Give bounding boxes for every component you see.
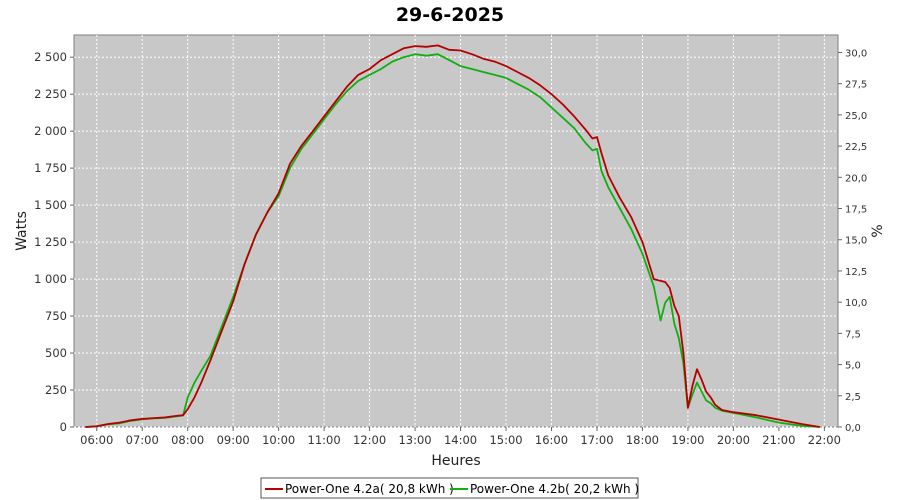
y-tick-label: 1 500: [34, 198, 67, 212]
x-tick-label: 20:00: [717, 433, 750, 447]
y2-tick-label: 22,5: [845, 142, 867, 153]
y-tick-label: 250: [45, 383, 67, 397]
y2-tick-label: 5,0: [845, 361, 861, 372]
x-tick-label: 09:00: [217, 433, 250, 447]
x-tick-label: 14:00: [444, 433, 477, 447]
y2-tick-label: 2,5: [845, 392, 861, 403]
x-tick-label: 21:00: [762, 433, 795, 447]
y2-tick-label: 10,0: [845, 298, 867, 309]
y-tick-label: 2 500: [34, 50, 67, 64]
y-tick-label: 1 000: [34, 272, 67, 286]
x-tick-label: 19:00: [671, 433, 704, 447]
y2-tick-label: 15,0: [845, 236, 867, 247]
y-tick-label: 0: [60, 420, 67, 434]
y2-tick-label: 12,5: [845, 267, 867, 278]
y-tick-label: 750: [45, 309, 67, 323]
y-tick-label: 1 250: [34, 235, 67, 249]
grid-lines: [74, 35, 838, 428]
y-tick-label: 1 750: [34, 161, 67, 175]
y-axis-label: Watts: [14, 211, 30, 251]
x-tick-label: 16:00: [535, 433, 568, 447]
x-tick-label: 06:00: [80, 433, 113, 447]
x-tick-label: 15:00: [489, 433, 522, 447]
legend-label-series-a: Power-One 4.2a( 20,8 kWh ): [285, 482, 454, 496]
x-tick-label: 18:00: [626, 433, 659, 447]
x-tick-label: 08:00: [171, 433, 204, 447]
y2-tick-label: 25,0: [845, 111, 867, 122]
y2-tick-label: 17,5: [845, 205, 867, 216]
y2-tick-label: 7,5: [845, 329, 861, 340]
x-tick-label: 22:00: [808, 433, 841, 447]
chart-title: 29-6-2025: [396, 4, 504, 26]
x-axis-label: Heures: [431, 453, 480, 469]
y2-tick-label: 0,0: [845, 423, 861, 434]
y2-tick-label: 20,0: [845, 173, 867, 184]
legend-box: [260, 477, 639, 499]
series-line-a: [85, 44, 820, 428]
y2-tick-label: 30,0: [845, 48, 867, 59]
y-tick-label: 2 000: [34, 124, 67, 138]
legend-label-series-b: Power-One 4.2b( 20,2 kWh ): [470, 482, 639, 496]
x-tick-label: 07:00: [126, 433, 159, 447]
y-tick-label: 500: [45, 346, 67, 360]
series-layer: [85, 44, 820, 428]
y-axis-left: 0 250 500 750 1 000 1 250 1 500 1 750 2 000 2 250…: [34, 50, 74, 434]
y2-axis-label: %: [870, 224, 886, 237]
legend: Power-One 4.2a( 20,8 kWh ) Power-One 4.2…: [260, 477, 639, 499]
y-axis-right: 0,0 2,5 5,0 7,5 10,0 12,5 15,0 17,5 20,0 22,5 25,0…: [838, 48, 867, 434]
y2-tick-label: 27,5: [845, 80, 867, 91]
x-tick-label: 17:00: [580, 433, 613, 447]
x-tick-label: 12:00: [353, 433, 386, 447]
x-axis: 06:00 07:00 08:00 09:00 10:00 11:00 12:00 13:00…: [80, 427, 841, 447]
x-tick-label: 11:00: [308, 433, 341, 447]
x-tick-label: 10:00: [262, 433, 295, 447]
x-tick-label: 13:00: [398, 433, 431, 447]
y-tick-label: 2 250: [34, 87, 67, 101]
plot-area: [73, 34, 839, 428]
